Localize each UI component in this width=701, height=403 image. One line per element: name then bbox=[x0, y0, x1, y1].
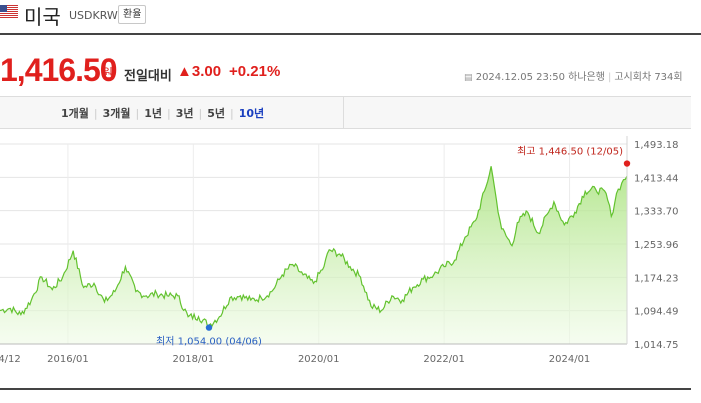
quote-datetime: 2024.12.05 23:50 bbox=[475, 72, 565, 83]
x-tick-label: 2024/01 bbox=[549, 354, 591, 364]
compare-label: 전일대비 bbox=[124, 69, 172, 84]
x-tick-label: 2014/12 bbox=[0, 354, 21, 364]
meta-separator: | bbox=[607, 72, 612, 83]
y-tick-label: 1,253.96 bbox=[634, 240, 679, 251]
tabbar-divider bbox=[343, 97, 344, 128]
top-divider bbox=[0, 33, 701, 35]
x-tick-label: 2020/01 bbox=[298, 354, 340, 364]
y-tick-label: 1,094.49 bbox=[634, 307, 679, 318]
min-label: 최저 1,054.00 (04/06) bbox=[156, 336, 262, 348]
period-tab[interactable]: 5년 bbox=[207, 107, 226, 120]
period-tab[interactable]: 3년 bbox=[175, 107, 194, 120]
period-tab[interactable]: 10년 bbox=[238, 107, 265, 120]
notice-count: 고시회차 734회 bbox=[614, 72, 683, 83]
x-tick-label: 2022/01 bbox=[423, 354, 465, 364]
period-tab[interactable]: 1개월 bbox=[61, 107, 89, 120]
series-line bbox=[0, 166, 628, 328]
calendar-icon: ▤ bbox=[464, 73, 473, 83]
y-tick-label: 1,493.18 bbox=[634, 140, 679, 151]
price-unit: 원 bbox=[102, 66, 114, 80]
price-change: ▲3.00 bbox=[177, 63, 221, 80]
tab-separator: | bbox=[135, 107, 140, 120]
currency-code: USDKRW bbox=[69, 9, 118, 22]
tab-separator: | bbox=[198, 107, 203, 120]
period-tabs: 1개월 | 3개월 | 1년 | 3년 | 5년 | 10년 bbox=[61, 105, 264, 121]
bank-name: 하나은행 bbox=[568, 72, 605, 83]
period-tabbar: 1개월 | 3개월 | 1년 | 3년 | 5년 | 10년 bbox=[0, 96, 691, 129]
x-tick-label: 2018/01 bbox=[173, 354, 215, 364]
min-point-marker bbox=[205, 324, 213, 331]
us-flag-icon bbox=[0, 5, 18, 18]
max-label: 최고 1,446.50 (12/05) bbox=[517, 146, 623, 158]
y-tick-label: 1,413.44 bbox=[634, 173, 679, 184]
change-percent: +0.21% bbox=[229, 63, 281, 80]
tab-separator: | bbox=[93, 107, 98, 120]
period-tab[interactable]: 3개월 bbox=[102, 107, 131, 120]
y-tick-label: 1,014.75 bbox=[634, 340, 679, 351]
series-area bbox=[0, 166, 627, 344]
y-tick-label: 1,174.23 bbox=[634, 273, 679, 284]
country-name: 미국 bbox=[24, 5, 61, 29]
exchange-button[interactable]: 환율 bbox=[118, 5, 147, 24]
current-price: 1,416.50 bbox=[0, 52, 118, 88]
tab-separator: | bbox=[230, 107, 234, 120]
exchange-rate-chart: 1,493.18 1,413.44 1,333.70 1,253.96 1,174.23… bbox=[0, 136, 679, 364]
header: 미국 USDKRW 환율 bbox=[0, 0, 701, 34]
max-point-marker bbox=[623, 160, 631, 167]
change-value: 3.00 bbox=[191, 63, 222, 80]
tab-separator: | bbox=[167, 107, 171, 120]
up-triangle-icon: ▲ bbox=[177, 63, 192, 80]
quote-meta: ▤ 2024.12.05 23:50 하나은행 | 고시회차 734회 bbox=[464, 68, 683, 83]
y-tick-label: 1,333.70 bbox=[634, 207, 679, 218]
x-tick-label: 2016/01 bbox=[47, 354, 89, 364]
period-tab[interactable]: 1년 bbox=[144, 107, 163, 120]
bottom-divider bbox=[0, 388, 691, 390]
